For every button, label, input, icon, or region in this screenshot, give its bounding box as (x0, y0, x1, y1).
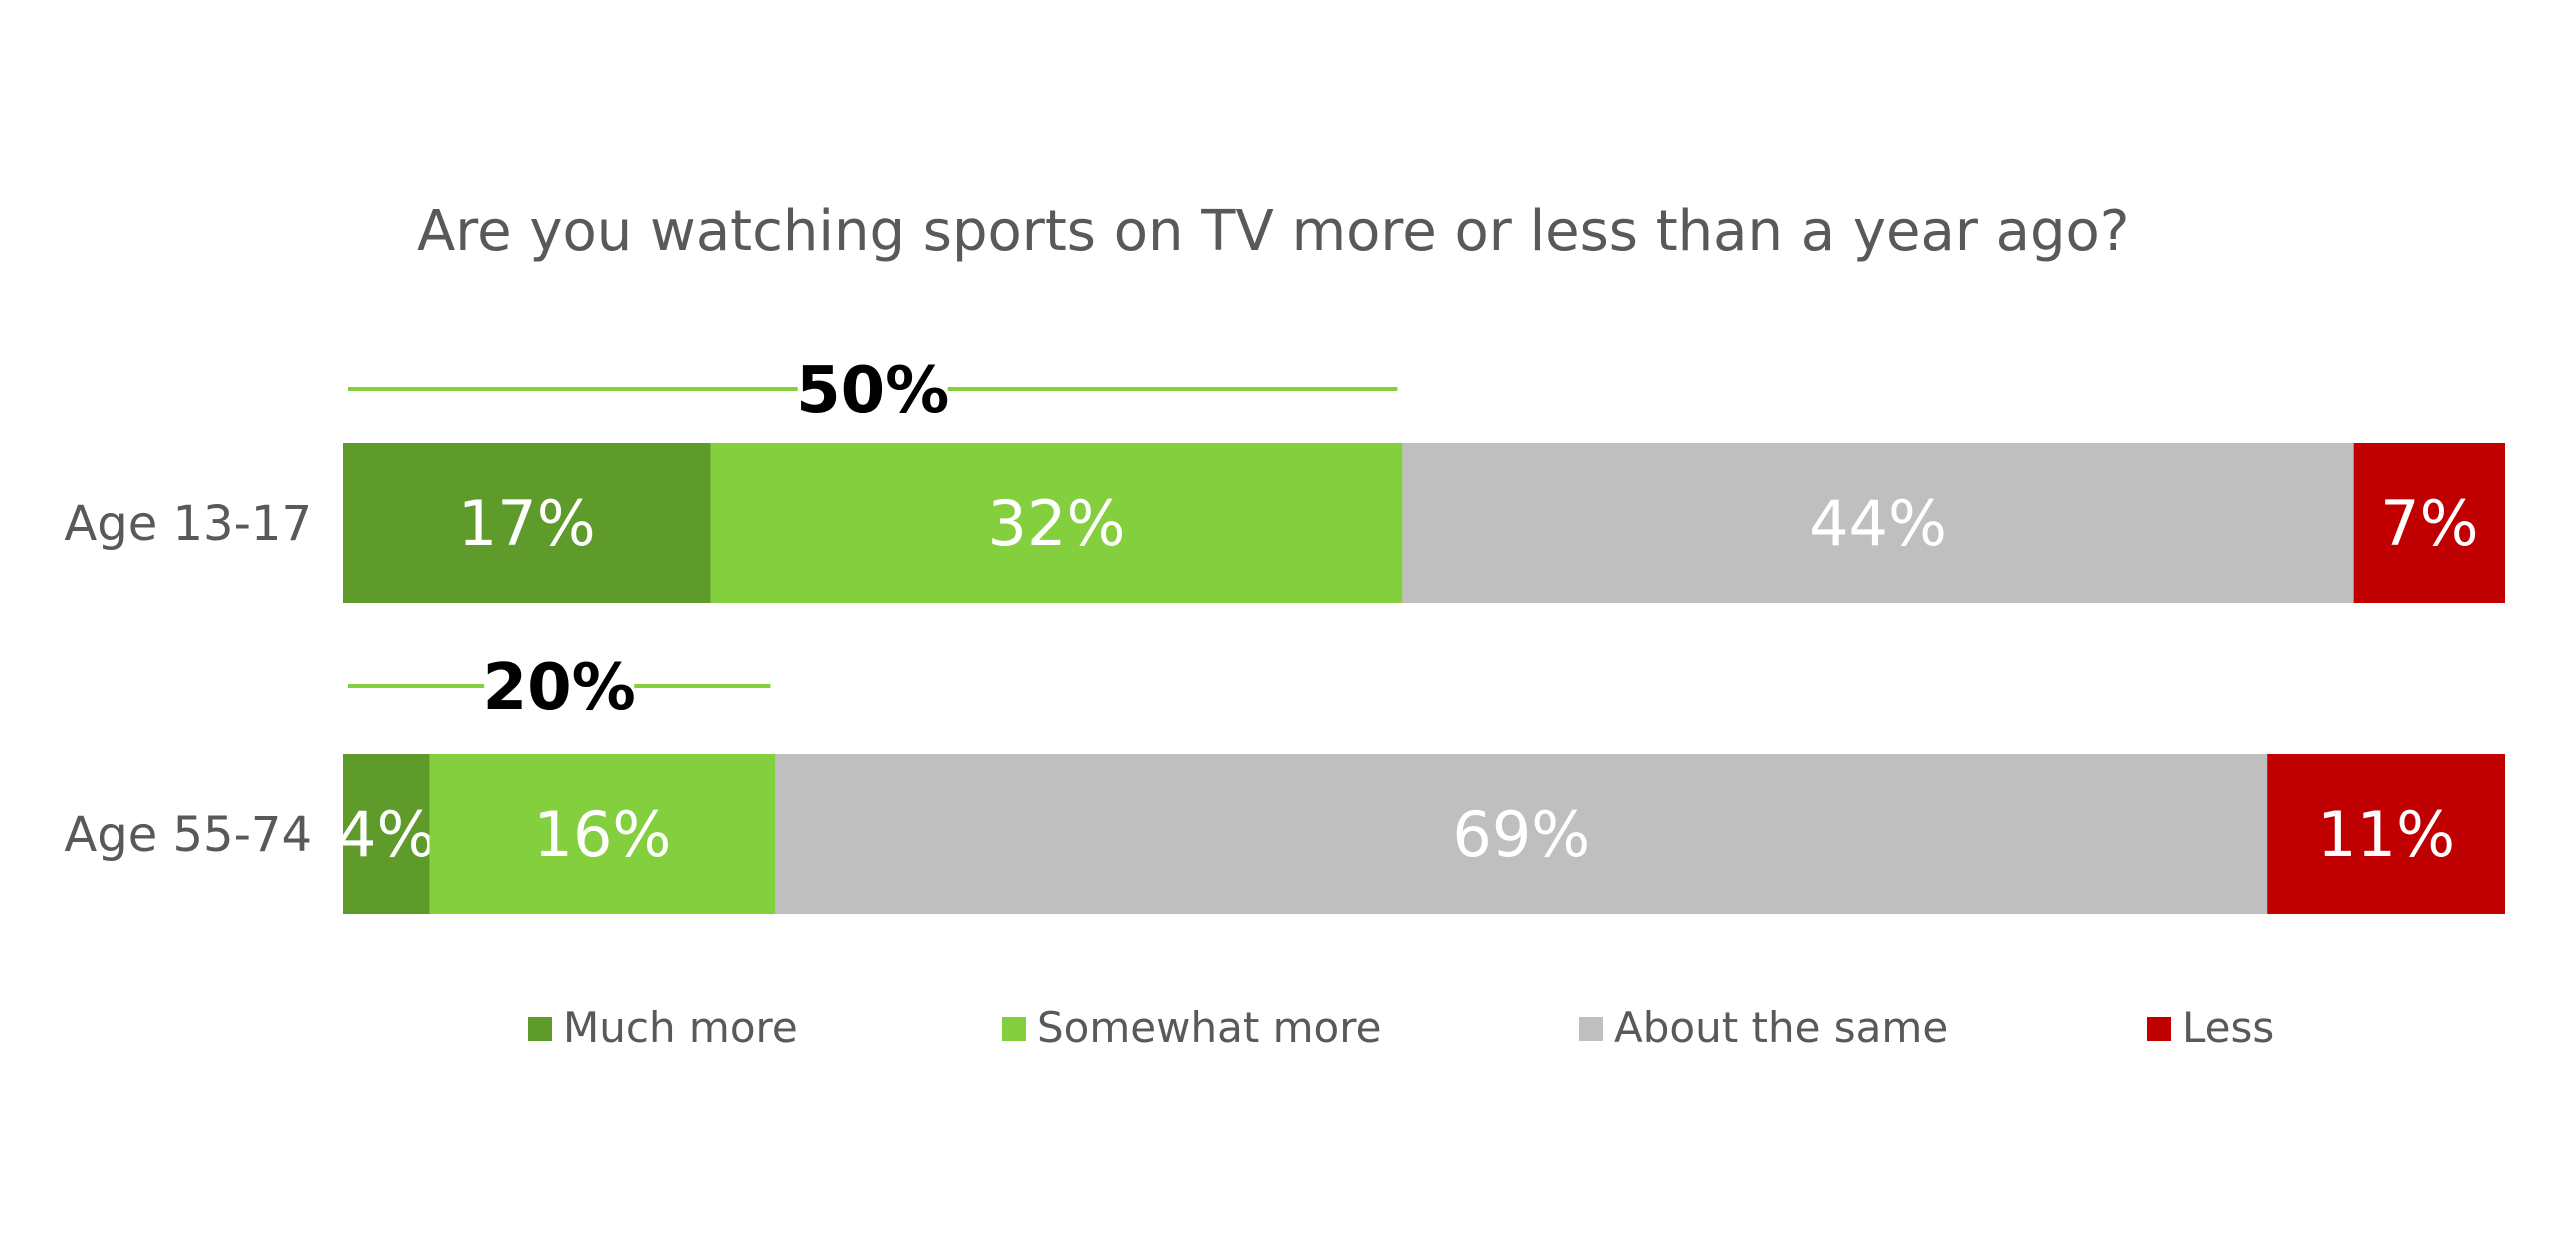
legend-label: Somewhat more (1037, 1003, 1381, 1052)
category-label: Age 13-17 (64, 496, 312, 552)
bar-segment (429, 754, 776, 914)
legend-item: About the same (1579, 1003, 1948, 1052)
bar-segment (2267, 754, 2505, 914)
bar-segment (775, 754, 2268, 914)
legend-swatch (2147, 1017, 2171, 1041)
data-label: 32% (988, 487, 1126, 560)
data-label: 11% (2317, 798, 2455, 871)
bars-layer: Age 13-17 17% 32% 44% 7% 50% Age 55-74 4% 16% 69%… (64, 354, 2505, 914)
data-label: 17% (458, 487, 596, 560)
legend-swatch (528, 1017, 552, 1041)
data-label: 69% (1452, 798, 1590, 871)
group-total-label: 20% (483, 651, 636, 725)
legend-item: Less (2147, 1003, 2274, 1052)
bar-segment (343, 443, 711, 603)
group-total-label: 50% (796, 354, 949, 428)
data-label: 7% (2380, 487, 2478, 560)
legend-label: Less (2182, 1003, 2274, 1052)
category-label: Age 55-74 (64, 807, 312, 863)
legend: Much more Somewhat more About the same Less (528, 1003, 2274, 1052)
legend-label: Much more (563, 1003, 798, 1052)
legend-label: About the same (1614, 1003, 1948, 1052)
legend-swatch (1002, 1017, 1026, 1041)
data-label: 16% (534, 798, 672, 871)
legend-item: Somewhat more (1002, 1003, 1381, 1052)
bar-segment (710, 443, 1403, 603)
bar-segment (1402, 443, 2354, 603)
legend-item: Much more (528, 1003, 798, 1052)
bar-segment (2353, 443, 2505, 603)
data-label: 4% (337, 798, 435, 871)
data-label: 44% (1809, 487, 1947, 560)
bar-segment (343, 754, 430, 914)
legend-swatch (1579, 1017, 1603, 1041)
chart-title: Are you watching sports on TV more or le… (417, 199, 2129, 264)
